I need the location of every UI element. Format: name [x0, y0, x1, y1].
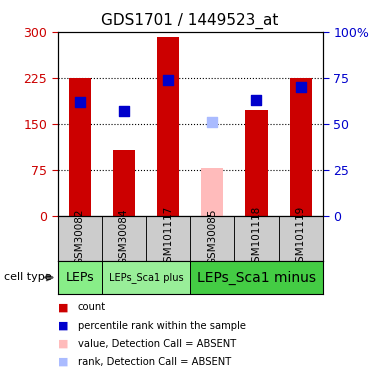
Text: value, Detection Call = ABSENT: value, Detection Call = ABSENT	[78, 339, 236, 349]
Text: GSM30084: GSM30084	[119, 209, 129, 266]
Text: GSM30082: GSM30082	[75, 209, 85, 266]
Point	[209, 119, 215, 125]
Bar	[279, 216, 323, 261]
Text: cell type: cell type	[4, 273, 51, 282]
Bar	[113, 150, 135, 216]
Bar	[201, 168, 223, 216]
Text: ■: ■	[58, 339, 68, 349]
Text: GSM30085: GSM30085	[207, 209, 217, 266]
Bar	[157, 38, 179, 216]
Bar	[245, 110, 267, 216]
Point	[77, 99, 83, 105]
Bar	[146, 216, 190, 261]
Bar	[102, 261, 190, 294]
Bar	[102, 216, 146, 261]
Text: ■: ■	[58, 357, 68, 367]
Text: LEPs_Sca1 plus: LEPs_Sca1 plus	[109, 272, 183, 283]
Text: rank, Detection Call = ABSENT: rank, Detection Call = ABSENT	[78, 357, 231, 367]
Bar	[190, 216, 234, 261]
Bar	[58, 216, 102, 261]
Text: GSM101117: GSM101117	[163, 206, 173, 269]
Text: GSM101119: GSM101119	[296, 206, 306, 269]
Text: LEPs: LEPs	[65, 271, 94, 284]
Text: GSM101118: GSM101118	[252, 206, 262, 269]
Bar	[190, 261, 323, 294]
Bar	[234, 216, 279, 261]
Text: LEPs_Sca1 minus: LEPs_Sca1 minus	[197, 270, 316, 285]
Text: count: count	[78, 302, 106, 312]
Text: ■: ■	[58, 321, 68, 330]
Point	[298, 84, 303, 90]
Text: ■: ■	[58, 302, 68, 312]
Bar	[290, 78, 312, 216]
Point	[165, 76, 171, 82]
Title: GDS1701 / 1449523_at: GDS1701 / 1449523_at	[101, 13, 279, 29]
Point	[121, 108, 127, 114]
Bar	[69, 78, 91, 216]
Bar	[58, 261, 102, 294]
Point	[253, 97, 259, 103]
Text: percentile rank within the sample: percentile rank within the sample	[78, 321, 246, 330]
